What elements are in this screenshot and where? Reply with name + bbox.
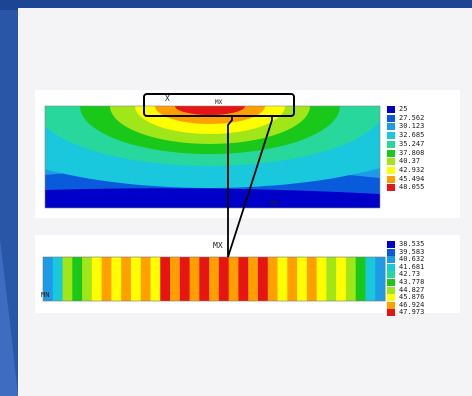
bottom-legend-label: 42.73 (399, 270, 421, 279)
bottom-legend-swatch (387, 256, 395, 264)
top-legend-label: 35.247 (399, 139, 425, 148)
top-legend-swatch (387, 149, 395, 157)
top-legend-swatch (387, 166, 395, 174)
top-legend-swatch (387, 106, 395, 113)
bottom-legend-label: 43.778 (399, 278, 425, 286)
bottom-stripe (316, 257, 327, 301)
bottom-legend-swatch (387, 271, 395, 279)
bottom-legend-swatch (387, 301, 395, 309)
bottom-stripe (160, 257, 171, 301)
bottom-stripe (52, 257, 64, 301)
top-marker-x: X (165, 94, 170, 103)
bottom-stripe (111, 257, 122, 301)
top-legend-label: 27.562 (399, 113, 425, 122)
bottom-stripe-canvas (42, 256, 386, 302)
top-legend-label: 30.123 (399, 122, 425, 131)
top-legend-label: 25 (399, 105, 408, 113)
top-legend-swatch (387, 140, 395, 148)
bottom-stripe (43, 257, 54, 301)
bottom-legend-label: 45.876 (399, 293, 425, 302)
bottom-stripe (170, 257, 181, 301)
bottom-legend-label: 38.535 (399, 240, 425, 248)
bottom-stripe (199, 257, 210, 301)
top-legend-label: 42.932 (399, 165, 425, 174)
bottom-legend-label: 44.827 (399, 285, 425, 294)
bottom-stripe (267, 257, 279, 301)
top-legend-swatch (387, 158, 395, 166)
bottom-legend-label: 39.583 (399, 247, 425, 256)
bottom-marker-mn: MN (41, 291, 50, 299)
bottom-stripe (345, 257, 357, 301)
top-contour-plot: X MX MN 25 27.562 30.123 32.685 35.247 37.808… (35, 90, 460, 218)
bottom-stripe (248, 257, 259, 301)
bottom-stripe-plot: MX MN 38.535 39.583 40.632 41.681 42.73 43.77… (35, 235, 460, 317)
top-legend-label: 45.494 (399, 174, 425, 183)
bottom-stripe (365, 257, 376, 301)
bottom-stripe (306, 257, 318, 301)
bottom-legend-swatch (387, 294, 395, 302)
bottom-stripe (326, 257, 337, 301)
top-legend-swatch (387, 123, 395, 131)
bottom-legend-label: 41.681 (399, 262, 425, 271)
bottom-stripe (91, 257, 103, 301)
bottom-stripe (375, 257, 386, 301)
bottom-stripe (189, 257, 200, 301)
top-legend-swatch (387, 132, 395, 140)
bottom-marker-mx: MX (213, 241, 223, 250)
bottom-legend-swatch (387, 241, 395, 248)
top-legend-label: 37.808 (399, 148, 425, 157)
bottom-legend-label: 47.973 (399, 308, 425, 317)
top-marker-mx: MX (215, 99, 223, 106)
bottom-stripe (62, 257, 73, 301)
bottom-stripe (140, 257, 151, 301)
bottom-stripe (355, 257, 366, 301)
bottom-stripe (238, 257, 249, 301)
top-legend-swatch (387, 175, 395, 183)
bottom-stripe (336, 257, 347, 301)
bottom-stripe (179, 257, 191, 301)
top-legend-label: 40.37 (399, 157, 421, 166)
bottom-stripe (150, 257, 161, 301)
top-legend-label: 48.055 (399, 183, 425, 192)
bottom-stripe (209, 257, 220, 301)
top-legend-swatch (387, 114, 395, 122)
bottom-stripe (101, 257, 112, 301)
bottom-legend-swatch (387, 279, 395, 286)
top-legend-swatch (387, 184, 395, 192)
bottom-stripe (287, 257, 298, 301)
bottom-stripe (257, 257, 269, 301)
bottom-stripe (277, 257, 288, 301)
bottom-legend-swatch (387, 286, 395, 294)
bottom-stripe (72, 257, 83, 301)
bottom-stripe (130, 257, 142, 301)
bottom-legend-label: 46.924 (399, 300, 425, 309)
bottom-legend-label: 40.632 (399, 255, 425, 264)
bottom-stripe (82, 257, 93, 301)
bottom-stripe (121, 257, 132, 301)
bottom-legend-swatch (387, 309, 395, 317)
bottom-stripe (297, 257, 308, 301)
bottom-stripe (228, 257, 239, 301)
top-contour-canvas (44, 105, 381, 209)
top-legend-label: 32.685 (399, 131, 425, 140)
bottom-stripe-frame (42, 256, 386, 302)
top-marker-mn: MN (270, 200, 278, 207)
bottom-legend-swatch (387, 263, 395, 271)
bottom-stripe (218, 257, 230, 301)
bottom-legend-swatch (387, 248, 395, 256)
